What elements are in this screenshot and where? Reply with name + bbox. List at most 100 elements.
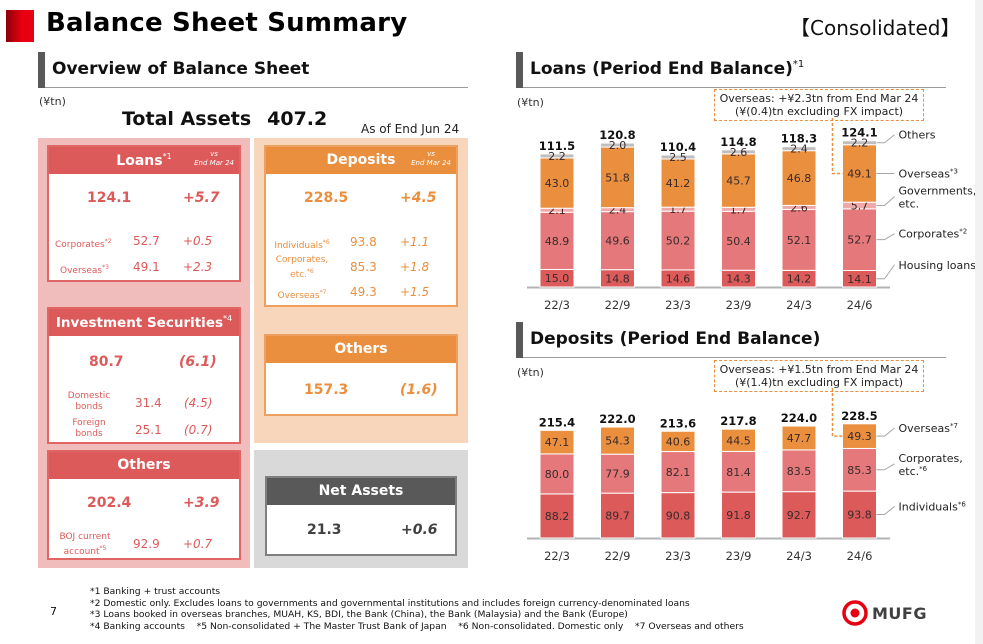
bar-segment (539, 211, 575, 270)
net-assets-card: Net Assets 21.3 +0.6 (265, 476, 457, 556)
x-tick-label: 24/6 (847, 298, 873, 312)
assets-others-card: Others 202.4 +3.9 BOJ current account*5 9… (47, 450, 241, 560)
data-label: 50.4 (726, 235, 751, 248)
bar-segment (660, 492, 696, 539)
overview-section-title: Overview of Balance Sheet (52, 59, 310, 79)
bar-segment (600, 146, 635, 209)
data-label: 14.8 (605, 272, 630, 285)
liabilities-others-value: 157.3 (304, 382, 349, 398)
liabilities-others-card: Others 157.3 (1.6) (264, 334, 458, 416)
deposits-chart-title: Deposits (Period End Balance) (530, 329, 821, 349)
bar-segment (539, 157, 575, 209)
legend-label: Individuals*6 (899, 501, 967, 514)
loans-change: +5.7 (183, 190, 220, 206)
vs-label: vs End Mar 24 (194, 150, 234, 167)
x-tick-label: 24/3 (786, 549, 812, 563)
data-label: 2.2 (548, 150, 566, 163)
legend-label: Governments, etc. (899, 185, 976, 211)
data-label: 88.2 (545, 510, 570, 523)
bar-segment (660, 430, 696, 453)
deposits-card: Deposits vs End Mar 24 228.5 +4.5 Individ… (264, 145, 458, 307)
x-tick-label: 24/6 (847, 549, 873, 563)
total-label: 222.0 (599, 412, 635, 426)
overview-section-header: Overview of Balance Sheet (38, 52, 468, 88)
data-label: 40.6 (666, 435, 691, 448)
data-label: 50.2 (666, 235, 691, 248)
data-label: 2.4 (790, 143, 808, 156)
data-label: 49.6 (605, 235, 630, 248)
assets-others-change: +3.9 (183, 495, 220, 511)
data-label: 82.1 (666, 466, 691, 479)
net-assets-title: Net Assets (318, 483, 404, 499)
bar-segment (600, 453, 635, 494)
data-label: 41.2 (666, 177, 691, 190)
data-label: 90.8 (666, 509, 691, 522)
data-label: 2.2 (851, 137, 869, 150)
legend-leader-line (876, 506, 895, 516)
page-number: 7 (50, 605, 57, 618)
x-tick-label: 22/9 (605, 298, 631, 312)
brand-name: MUFG (872, 603, 927, 623)
total-label: 111.5 (539, 139, 575, 153)
legend-label: Corporates*2 (899, 228, 968, 241)
total-label: 118.3 (781, 132, 817, 146)
bar-segment (721, 428, 756, 452)
legend-leader-line (876, 196, 895, 207)
bar-segment (600, 426, 635, 455)
title-accent-mark (6, 10, 34, 42)
data-label: 14.2 (787, 273, 812, 286)
bar-segment (781, 146, 817, 152)
legend-label: Housing loans (899, 259, 976, 272)
data-label: 14.1 (847, 273, 872, 286)
data-label: 5.7 (851, 200, 869, 213)
bar-segment (781, 449, 817, 493)
investment-securities-card: Investment Securities*4 80.7 (6.1) Domes… (47, 307, 241, 444)
x-tick-label: 23/9 (726, 549, 752, 563)
loans-chart-unit: (¥tn) (517, 96, 544, 109)
section-bar (38, 52, 45, 88)
deposits-chart-unit: (¥tn) (517, 366, 544, 379)
liabilities-others-title: Others (334, 341, 388, 357)
total-assets-value: 407.2 (267, 108, 328, 130)
data-label: 2.6 (730, 146, 748, 159)
data-label: 15.0 (545, 272, 570, 285)
legend-label: Overseas*3 (899, 167, 958, 180)
total-label: 124.1 (841, 126, 877, 140)
data-label: 2.0 (609, 139, 627, 152)
mufg-logo-icon (842, 600, 868, 626)
total-label: 114.8 (720, 135, 756, 149)
bar-segment (660, 154, 696, 160)
loans-card-header: Loans*1 vs End Mar 24 (49, 147, 239, 174)
bar-segment (781, 208, 817, 271)
data-label: 14.6 (666, 272, 691, 285)
x-tick-label: 22/3 (544, 298, 570, 312)
x-tick-label: 22/3 (544, 549, 570, 563)
data-label: 80.0 (545, 468, 570, 481)
data-label: 47.1 (545, 436, 570, 449)
total-assets: Total Assets 407.2 (122, 108, 327, 130)
deposits-chart-header: Deposits (Period End Balance) (516, 322, 946, 358)
loans-card: Loans*1 vs End Mar 24 124.1 +5.7 Corporat… (47, 145, 241, 282)
data-label: 44.5 (726, 434, 751, 447)
investment-securities-value: 80.7 (89, 354, 124, 370)
data-label: 45.7 (726, 175, 751, 188)
legend-label: Others (899, 129, 936, 142)
x-tick-label: 23/9 (726, 298, 752, 312)
data-label: 48.9 (545, 235, 570, 248)
bar-segment (721, 450, 756, 493)
bar-segment (660, 210, 696, 271)
bar-segment (781, 150, 817, 206)
assets-others-title: Others (117, 457, 171, 473)
data-label: 93.8 (847, 509, 872, 522)
deposits-value: 228.5 (304, 190, 349, 206)
bar-segment (600, 142, 635, 148)
assets-others-value: 202.4 (87, 495, 132, 511)
data-label: 49.1 (847, 167, 872, 180)
net-assets-value: 21.3 (307, 522, 342, 538)
data-label: 49.3 (847, 430, 872, 443)
bar-segment (842, 490, 877, 539)
data-label: 91.8 (726, 509, 751, 522)
data-label: 2.5 (669, 151, 687, 164)
bar-segment (842, 423, 877, 449)
bar-segment (539, 153, 575, 159)
